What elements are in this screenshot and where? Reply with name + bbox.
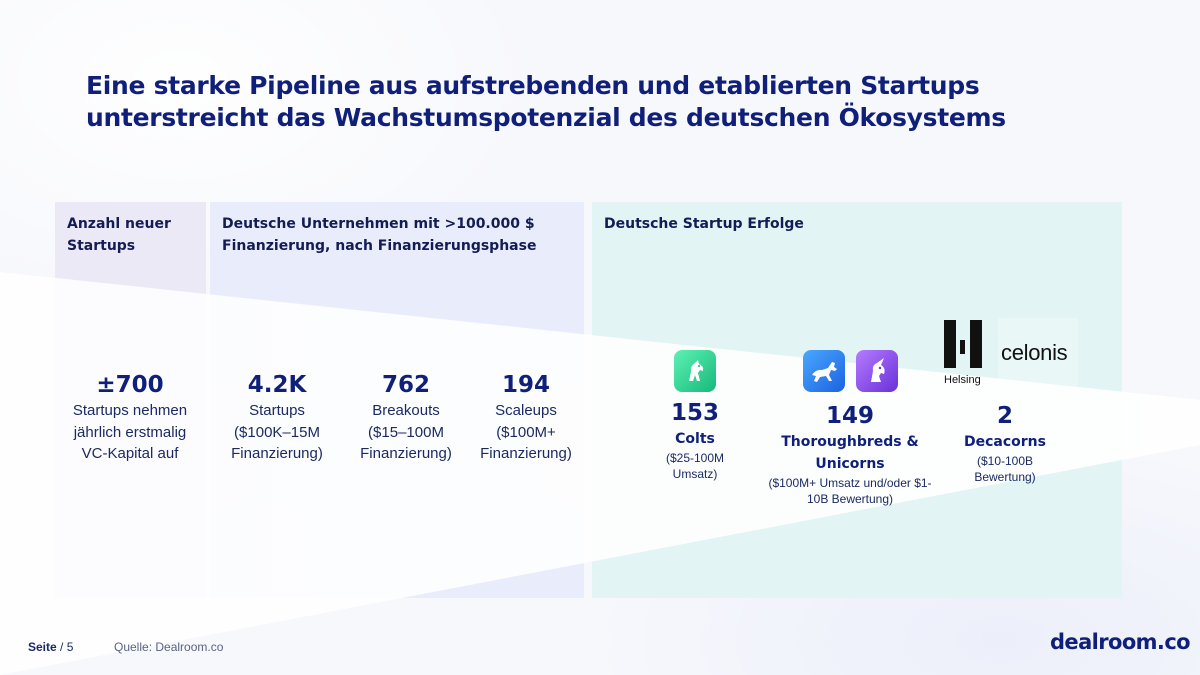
stat-decacorns: 2 Decacorns ($10-100B Bewertung) bbox=[955, 401, 1055, 485]
helsing-wordmark: Helsing bbox=[944, 374, 981, 386]
stat-thoroughbreds-unicorns: 149 Thoroughbreds & Unicorns ($100M+ Ums… bbox=[760, 401, 940, 507]
stat-label: Thoroughbreds & Unicorns bbox=[781, 434, 919, 472]
stat-value: ±700 bbox=[96, 372, 164, 398]
page-label: Seite bbox=[28, 640, 57, 654]
celonis-logo-backdrop bbox=[998, 318, 1078, 388]
panel-heading: Deutsche Startup Erfolge bbox=[604, 216, 804, 232]
stat-range: ($10-100B Bewertung) bbox=[974, 454, 1036, 484]
unicorn-icon bbox=[856, 350, 898, 392]
horse-icon bbox=[803, 350, 845, 392]
stat-range: ($15–100M Finanzierung) bbox=[360, 423, 452, 463]
stat-value: 194 bbox=[501, 372, 550, 398]
stat-range: ($100K–15M Finanzierung) bbox=[231, 423, 323, 463]
stat-value: 149 bbox=[825, 403, 874, 429]
page-indicator: Seite / 5 bbox=[28, 640, 73, 654]
stat-label: Scaleups bbox=[495, 402, 557, 419]
stat-scaleups: 194 Scaleups ($100M+ Finanzierung) bbox=[470, 370, 582, 465]
dealroom-logo: dealroom.co bbox=[1050, 630, 1191, 654]
stat-range: ($100M+ Umsatz und/oder $1-10B Bewertung… bbox=[768, 476, 932, 506]
stat-breakouts: 762 Breakouts ($15–100M Finanzierung) bbox=[346, 370, 466, 465]
panel-heading: Deutsche Unternehmen mit >100.000 $ Fina… bbox=[222, 216, 537, 254]
stat-new-startups: ±700 Startups nehmen jährlich erstmalig … bbox=[62, 370, 198, 465]
stat-value: 762 bbox=[381, 372, 430, 398]
stat-value: 153 bbox=[670, 400, 719, 426]
source-note: Quelle: Dealroom.co bbox=[114, 640, 224, 654]
stat-label: Startups bbox=[249, 402, 305, 419]
panel-heading: Anzahl neuer Startups bbox=[67, 216, 171, 254]
stat-range: ($100M+ Finanzierung) bbox=[480, 423, 572, 463]
stat-label: Breakouts bbox=[372, 402, 440, 419]
helsing-logo bbox=[944, 320, 982, 368]
stat-value: 4.2K bbox=[247, 372, 307, 398]
page-number: / 5 bbox=[60, 640, 74, 654]
stat-label: Colts bbox=[675, 431, 715, 447]
stat-label: Startups nehmen jährlich erstmalig VC-Ka… bbox=[72, 402, 188, 462]
page-title: Eine starke Pipeline aus aufstrebenden u… bbox=[86, 71, 1006, 132]
stat-value: 2 bbox=[996, 403, 1013, 429]
stat-startups: 4.2K Startups ($100K–15M Finanzierung) bbox=[216, 370, 338, 465]
stat-colts: 153 Colts ($25-100M Umsatz) bbox=[645, 398, 745, 482]
celonis-logo: celonis bbox=[1001, 340, 1068, 365]
stat-range: ($25-100M Umsatz) bbox=[665, 451, 725, 481]
stat-label: Decacorns bbox=[964, 434, 1046, 450]
colt-icon bbox=[674, 350, 716, 392]
